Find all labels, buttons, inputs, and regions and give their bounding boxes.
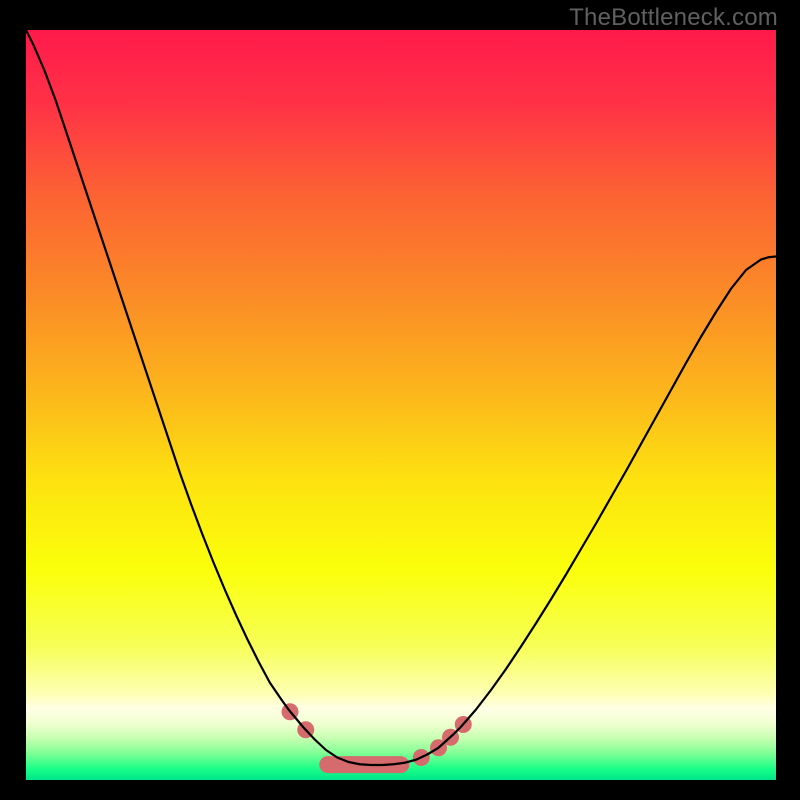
bottleneck-curve [26, 30, 776, 765]
chart-svg [26, 30, 776, 780]
bottom-markers [282, 703, 472, 773]
watermark-text: TheBottleneck.com [569, 4, 778, 32]
plot-area [26, 30, 776, 780]
